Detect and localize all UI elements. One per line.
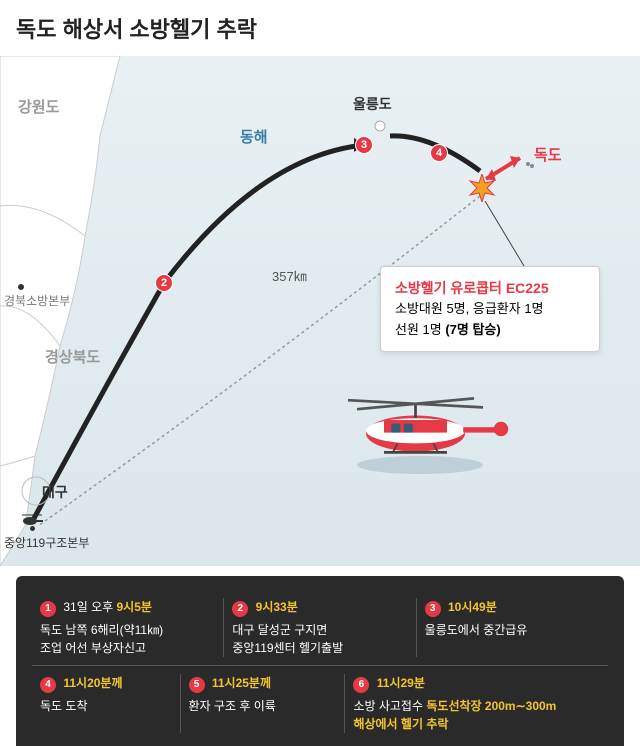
path-marker-4: 4 xyxy=(430,144,448,162)
info-box: 소방헬기 유로콥터 EC225 소방대원 5명, 응급환자 1명 선원 1명 (… xyxy=(380,266,600,352)
timeline-row-2: 4 11시20분께 독도 도착 5 11시25분께 환자 구조 후 이륙 6 1… xyxy=(32,666,608,741)
helicopter-image xyxy=(330,366,510,486)
timeline-box: 1 31일 오후 9시5분 독도 남쪽 6해리(약11㎞)조업 어선 부상자신고… xyxy=(16,576,624,746)
timeline-item-5: 5 11시25분께 환자 구조 후 이륙 xyxy=(181,674,346,733)
t-time-5: 11시25분께 xyxy=(212,676,271,690)
path-marker-2: 2 xyxy=(155,274,173,292)
crash-icon xyxy=(468,174,496,209)
info-line1: 소방대원 5명, 응급환자 1명 xyxy=(395,299,585,320)
distance-label: 357㎞ xyxy=(272,266,307,285)
t-num-6: 6 xyxy=(353,677,369,693)
infographic-container: 독도 해상서 소방헬기 추락 xyxy=(0,0,640,746)
t-text-1: 독도 남쪽 6해리(약11㎞)조업 어선 부상자신고 xyxy=(40,621,215,657)
label-ulleung: 울릉도 xyxy=(353,94,392,114)
map-area: 강원도 경상북도 동해 경북소방본부 대구 중앙119구조본부 울릉도 독도 2… xyxy=(0,56,640,566)
label-sea: 동해 xyxy=(240,126,268,147)
marker-gyeongbuk-fire xyxy=(18,284,24,290)
label-gyeongbuk-fire: 경북소방본부 xyxy=(4,292,70,309)
t-time-4: 11시20분께 xyxy=(63,676,122,690)
path-marker-3: 3 xyxy=(355,136,373,154)
timeline-row-1: 1 31일 오후 9시5분 독도 남쪽 6해리(약11㎞)조업 어선 부상자신고… xyxy=(32,590,608,666)
t-text-6-pre: 소방 사고접수 xyxy=(353,699,426,713)
label-gyeongbuk: 경상북도 xyxy=(45,346,100,367)
page-title: 독도 해상서 소방헬기 추락 xyxy=(0,0,640,56)
t-text-3: 울릉도에서 중간급유 xyxy=(425,621,600,639)
t-time-3: 10시49분 xyxy=(448,600,497,614)
t-text-5: 환자 구조 후 이륙 xyxy=(189,697,337,715)
info-line2a: 선원 1명 xyxy=(395,322,445,337)
info-line2: 선원 1명 (7명 탑승) xyxy=(395,320,585,341)
t-time-6: 11시29분 xyxy=(377,676,425,690)
label-gangwon: 강원도 xyxy=(18,96,59,117)
t-num-4: 4 xyxy=(40,677,56,693)
t-text-6: 소방 사고접수 독도선착장 200m∼300m해상에서 헬기 추락 xyxy=(353,697,600,733)
info-line2b: (7명 탑승) xyxy=(445,322,500,337)
t-time-1: 9시5분 xyxy=(116,600,151,614)
land-shape xyxy=(0,56,180,566)
t-num-1: 1 xyxy=(40,601,56,617)
t-text-2: 대구 달성군 구지면중앙119센터 헬기출발 xyxy=(232,621,407,657)
t-text-4: 독도 도착 xyxy=(40,697,172,715)
t-prefix-1: 31일 오후 xyxy=(63,600,116,614)
start-heli-icon xyxy=(20,512,44,533)
t-num-5: 5 xyxy=(189,677,205,693)
label-dokdo: 독도 xyxy=(534,144,562,165)
timeline-item-3: 3 10시49분 울릉도에서 중간급유 xyxy=(417,598,608,657)
t-time-2: 9시33분 xyxy=(256,600,298,614)
label-rescue-hq: 중앙119구조본부 xyxy=(4,534,89,551)
t-num-3: 3 xyxy=(425,601,441,617)
label-daegu: 대구 xyxy=(42,482,68,502)
timeline-item-1: 1 31일 오후 9시5분 독도 남쪽 6해리(약11㎞)조업 어선 부상자신고 xyxy=(32,598,224,657)
heli-name: 소방헬기 유로콥터 EC225 xyxy=(395,277,585,299)
timeline-item-6: 6 11시29분 소방 사고접수 독도선착장 200m∼300m해상에서 헬기 … xyxy=(345,674,608,733)
timeline-item-2: 2 9시33분 대구 달성군 구지면중앙119센터 헬기출발 xyxy=(224,598,416,657)
t-num-2: 2 xyxy=(232,601,248,617)
timeline-item-4: 4 11시20분께 독도 도착 xyxy=(32,674,181,733)
